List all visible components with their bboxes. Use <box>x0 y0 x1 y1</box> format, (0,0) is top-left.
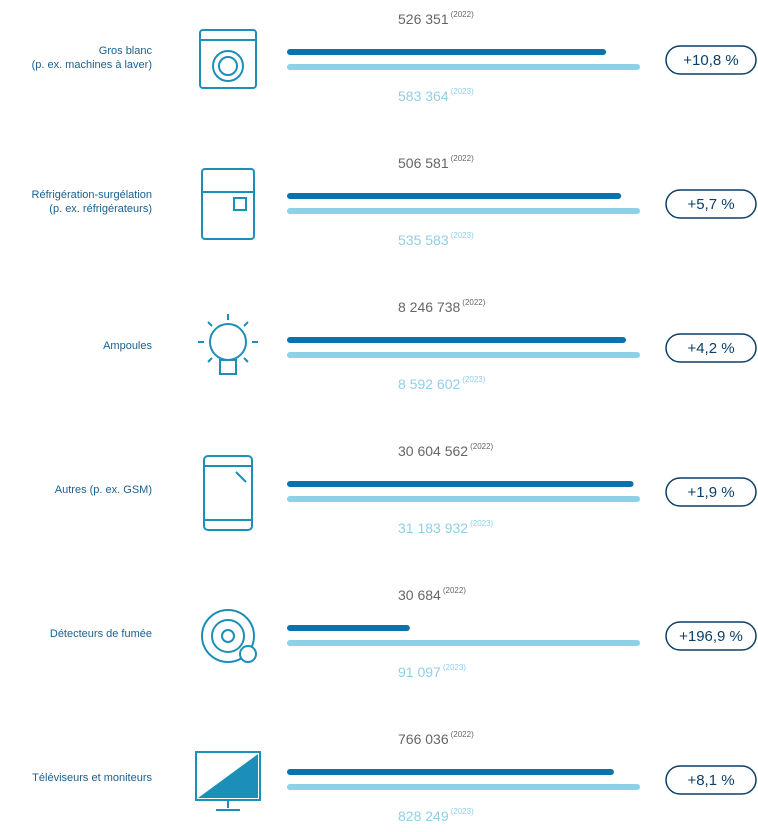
value-label: 828 249 (2023) <box>398 807 474 824</box>
year-label: (2023) <box>470 519 493 528</box>
change-pill <box>665 477 757 507</box>
category-label: Détecteurs de fumée <box>50 628 152 640</box>
year-label: (2022) <box>470 442 493 451</box>
category-label: Gros blanc <box>99 45 153 57</box>
value-label: 583 364 (2023) <box>398 87 474 104</box>
value-label: 30 604 562 (2022) <box>398 442 494 459</box>
change-pill <box>665 45 757 75</box>
change-label: +196,9 % <box>679 628 743 645</box>
change-pill <box>665 621 757 651</box>
year-label: (2022) <box>451 154 474 163</box>
value-text: 31 183 932 <box>398 520 468 536</box>
icon-part <box>207 321 213 327</box>
icon-part <box>198 754 258 798</box>
year-label: (2023) <box>451 807 474 816</box>
value-text: 766 036 <box>398 731 449 747</box>
value-label: 31 183 932 (2023) <box>398 519 494 536</box>
value-text: 30 604 562 <box>398 443 468 459</box>
icon-part <box>201 168 255 240</box>
category-label: Autres (p. ex. GSM) <box>55 484 152 496</box>
change-label: +8,1 % <box>687 772 734 789</box>
value-label: 30 684 (2022) <box>398 586 466 603</box>
value-text: 91 097 <box>398 664 441 680</box>
year-label: (2022) <box>462 298 485 307</box>
value-text: 30 684 <box>398 587 441 603</box>
change-label: +4,2 % <box>687 340 734 357</box>
year-label: (2022) <box>451 730 474 739</box>
year-label: (2023) <box>462 375 485 384</box>
value-label: 526 351 (2022) <box>398 10 474 27</box>
value-label: 506 581 (2022) <box>398 154 474 171</box>
value-label: 766 036 (2022) <box>398 730 474 747</box>
change-label: +10,8 % <box>683 52 738 69</box>
category-label: Téléviseurs et moniteurs <box>32 772 152 784</box>
category-label: Ampoules <box>103 340 152 352</box>
icon-part <box>233 197 247 211</box>
icon-part <box>203 455 253 531</box>
value-label: 535 583 (2023) <box>398 231 474 248</box>
year-label: (2023) <box>443 663 466 672</box>
value-text: 8 246 738 <box>398 299 460 315</box>
value-label: 8 592 602 (2023) <box>398 375 486 392</box>
year-label: (2023) <box>451 231 474 240</box>
icon-part <box>243 321 249 327</box>
change-label: +1,9 % <box>687 484 734 501</box>
value-text: 526 351 <box>398 11 449 27</box>
category-label: (p. ex. machines à laver) <box>32 59 152 71</box>
value-text: 535 583 <box>398 232 449 248</box>
value-text: 8 592 602 <box>398 376 460 392</box>
icon-part <box>243 357 249 363</box>
change-pill <box>665 333 757 363</box>
value-text: 583 364 <box>398 88 449 104</box>
change-label: +5,7 % <box>687 196 734 213</box>
icon-part <box>219 359 237 375</box>
value-text: 506 581 <box>398 155 449 171</box>
icon-part <box>239 645 257 663</box>
icon-part <box>199 29 257 89</box>
value-label: 91 097 (2023) <box>398 663 466 680</box>
year-label: (2023) <box>451 87 474 96</box>
category-label: (p. ex. réfrigérateurs) <box>49 203 152 215</box>
year-label: (2022) <box>443 586 466 595</box>
icon-part <box>221 629 235 643</box>
icon-part <box>218 56 238 76</box>
change-pill <box>665 765 757 795</box>
icon-part <box>212 50 244 82</box>
icon-part <box>207 357 213 363</box>
value-label: 8 246 738 (2022) <box>398 298 486 315</box>
year-label: (2022) <box>451 10 474 19</box>
icon-part <box>211 619 245 653</box>
category-label: Réfrigération-surgélation <box>32 189 152 201</box>
value-text: 828 249 <box>398 808 449 824</box>
icon-part <box>209 323 247 361</box>
change-pill <box>665 189 757 219</box>
icon-part <box>235 471 247 483</box>
icon-part <box>201 609 255 663</box>
